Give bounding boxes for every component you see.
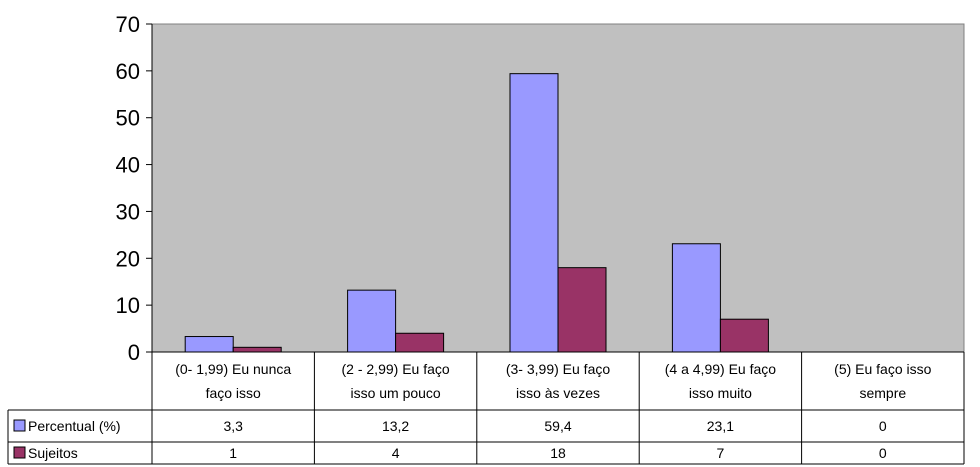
table-value: 4 <box>392 445 400 461</box>
y-tick-label: 10 <box>116 293 140 318</box>
bar-sujeitos-0 <box>232 346 282 353</box>
table-value: 1 <box>229 445 237 461</box>
y-tick-label: 0 <box>128 340 140 365</box>
bar-percentual-2 <box>509 73 559 353</box>
bar-percentual-0 <box>184 336 234 353</box>
y-tick-label: 70 <box>116 12 140 37</box>
bar-percentual-3 <box>671 243 721 353</box>
y-tick-label: 60 <box>116 59 140 84</box>
table-value: 0 <box>879 445 887 461</box>
category-label: (3- 3,99) Eu faço <box>506 361 610 377</box>
y-tick-label: 30 <box>116 199 140 224</box>
bar-sujeitos-1 <box>395 332 445 353</box>
y-tick-label: 20 <box>116 246 140 271</box>
category-label: (5) Eu faço isso <box>834 361 931 377</box>
category-label: faço isso <box>206 385 261 401</box>
series-name: Sujeitos <box>28 445 78 461</box>
table-value: 0 <box>879 418 887 434</box>
legend-key-sujeitos <box>13 446 26 459</box>
legend-key-percentual <box>13 419 26 432</box>
table-value: 23,1 <box>707 418 734 434</box>
bar-sujeitos-2 <box>557 267 607 353</box>
category-label: (0- 1,99) Eu nunca <box>175 361 291 377</box>
y-tick-label: 40 <box>116 153 140 178</box>
category-label: isso às vezes <box>516 385 600 401</box>
category-label: (4 a 4,99) Eu faço <box>665 361 777 377</box>
table-value: 3,3 <box>223 418 243 434</box>
table-value: 18 <box>550 445 566 461</box>
bar-percentual-1 <box>347 289 397 353</box>
bar-sujeitos-3 <box>719 318 769 353</box>
table-value: 13,2 <box>382 418 409 434</box>
category-label: isso muito <box>689 385 752 401</box>
table-value: 7 <box>717 445 725 461</box>
category-label: (2 - 2,99) Eu faço <box>342 361 450 377</box>
y-tick-label: 50 <box>116 106 140 131</box>
series-name: Percentual (%) <box>28 418 121 434</box>
category-label: sempre <box>859 385 906 401</box>
category-label: isso um pouco <box>350 385 440 401</box>
table-value: 59,4 <box>544 418 571 434</box>
